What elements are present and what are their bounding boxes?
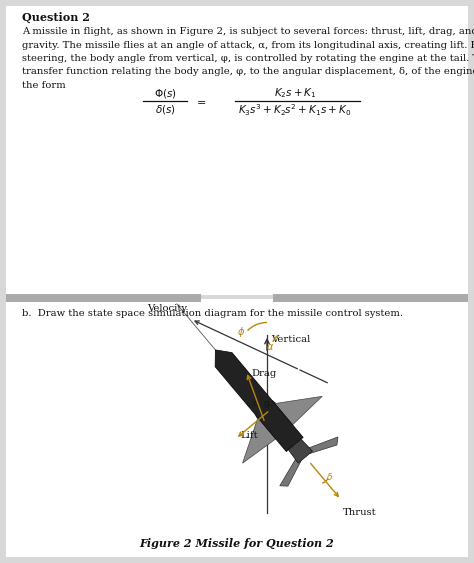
Bar — [273, 294, 468, 302]
Bar — [6, 294, 201, 302]
Polygon shape — [243, 414, 276, 463]
Text: the form: the form — [22, 81, 66, 90]
Text: $\delta(s)$: $\delta(s)$ — [155, 102, 175, 115]
Text: c. g.: c. g. — [253, 399, 273, 408]
Bar — [6, 6, 468, 295]
Text: $=$: $=$ — [194, 96, 206, 106]
Text: Figure 2 Missile for Question 2: Figure 2 Missile for Question 2 — [140, 538, 334, 549]
Text: A missile in flight, as shown in Figure 2, is subject to several forces: thrust,: A missile in flight, as shown in Figure … — [22, 27, 474, 36]
Text: Vertical: Vertical — [271, 335, 310, 344]
Text: steering, the body angle from vertical, φ, is controlled by rotating the engine : steering, the body angle from vertical, … — [22, 54, 474, 63]
Text: $\Phi(s)$: $\Phi(s)$ — [154, 87, 176, 101]
Text: Drag: Drag — [251, 369, 276, 378]
Polygon shape — [215, 350, 303, 452]
Text: b.  Draw the state space simulation diagram for the missile control system.: b. Draw the state space simulation diagr… — [22, 309, 403, 318]
Polygon shape — [307, 437, 338, 454]
Text: transfer function relating the body angle, φ, to the angular displacement, δ, of: transfer function relating the body angl… — [22, 68, 474, 77]
Text: $\phi$: $\phi$ — [237, 325, 245, 339]
Text: $K_2 s + K_1$: $K_2 s + K_1$ — [273, 86, 316, 100]
Text: Thrust: Thrust — [343, 508, 377, 517]
Text: Lift: Lift — [240, 431, 258, 440]
Text: $K_3 s^3 + K_2 s^2 + K_1 s + K_0$: $K_3 s^3 + K_2 s^2 + K_1 s + K_0$ — [238, 102, 352, 118]
Bar — [6, 299, 468, 557]
Text: gravity. The missile flies at an angle of attack, α, from its longitudinal axis,: gravity. The missile flies at an angle o… — [22, 41, 474, 50]
Text: $\alpha$: $\alpha$ — [266, 342, 274, 352]
Text: $\delta$: $\delta$ — [326, 471, 333, 482]
Text: Velocity: Velocity — [147, 304, 187, 313]
Polygon shape — [280, 457, 301, 486]
Polygon shape — [288, 439, 312, 463]
Text: Question 2: Question 2 — [22, 12, 90, 23]
Polygon shape — [272, 396, 322, 425]
